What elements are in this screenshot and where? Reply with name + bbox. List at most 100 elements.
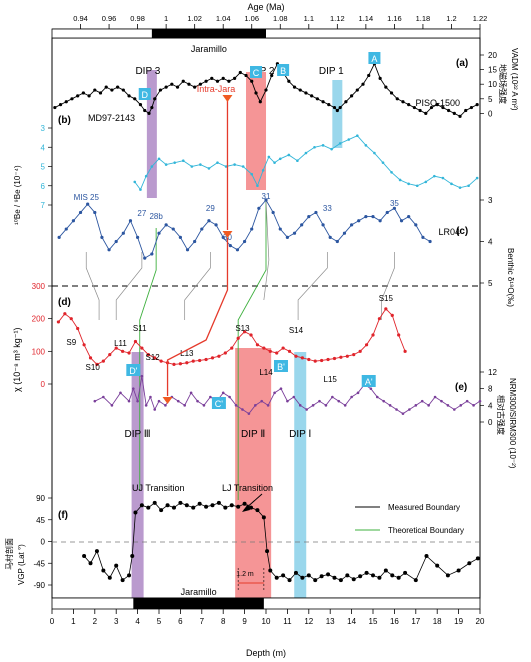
vgp-point (107, 575, 112, 580)
vgp-point (229, 503, 234, 508)
benthic-d18o-point (278, 227, 282, 231)
be-ratio-point (164, 163, 168, 166)
chi-point (345, 354, 349, 358)
chi-point (332, 356, 337, 361)
dip-label-bottom: DIP Ⅲ (125, 429, 151, 440)
vgp-point (396, 575, 401, 580)
be-ratio-point (181, 159, 185, 163)
vadm-point (110, 88, 114, 92)
be-ratio-point (467, 184, 470, 188)
dip3-band-bottom (131, 352, 144, 598)
vadm-point (258, 100, 262, 104)
vgp-point (338, 578, 343, 583)
chi-point (307, 357, 311, 362)
vadm-point (153, 97, 157, 101)
dip-label-bottom: DIP Ⅱ (241, 429, 265, 440)
be-ratio-point (250, 172, 254, 176)
chi-point (204, 357, 208, 362)
be-ratio-point (261, 169, 265, 172)
letter-box-bottom-label: C' (215, 399, 223, 409)
vadm-point (233, 76, 237, 80)
vadm-point (264, 88, 268, 92)
vgp-point (313, 578, 318, 583)
y-tick-label: 4 (488, 238, 493, 247)
bottom-tick-label: 0 (50, 617, 55, 626)
vgp-point (120, 578, 125, 583)
vadm-point (53, 105, 57, 110)
chi-point (76, 326, 80, 331)
benthic-d18o-point (250, 227, 254, 231)
vgp-point (364, 570, 369, 575)
soil-loess-label: L11 (114, 339, 127, 348)
bottom-tick-label: 13 (326, 617, 335, 626)
vadm-point (158, 88, 163, 92)
vadm-point (335, 108, 339, 113)
chi-point (320, 358, 324, 363)
legend-theoretical-label: Theoretical Boundary (388, 526, 464, 535)
legend-measured-label: Measured Boundary (388, 503, 460, 512)
y-tick-label: 6 (41, 182, 46, 191)
benthic-d18o-point (71, 219, 75, 223)
vadm-point (104, 85, 108, 89)
benthic-d18o-point (285, 235, 289, 239)
nrm-ratio-point (401, 412, 405, 415)
vadm-point (121, 88, 125, 92)
chi-point (153, 356, 157, 360)
top-tick-label: 1.1 (304, 14, 314, 23)
vgp-point (345, 573, 350, 578)
soil-loess-label: L15 (324, 375, 338, 384)
benthic-d18o-point (114, 239, 118, 244)
top-tick-label: 1 (164, 14, 168, 23)
intra-jara-label: Intra-Jara (197, 84, 236, 94)
vadm-point (298, 88, 302, 92)
dip-label-top: DIP 2 (250, 66, 275, 77)
annotation-labels: DIP 3 DIP 2 DIP 1 DIP Ⅲ DIP Ⅱ DIP Ⅰ A B C D A' B' C'… (66, 52, 399, 440)
nrm-ratio-point (93, 399, 97, 403)
vgp-point (130, 554, 135, 558)
vgp-point (383, 568, 388, 573)
benthic-d18o-point (121, 231, 125, 235)
be-ratio-point (373, 151, 376, 155)
vadm-point (378, 76, 382, 80)
vadm-point (429, 105, 434, 110)
chi-point (281, 346, 285, 350)
benthic-d18o-point (371, 215, 375, 219)
intra-jara-triangle-top (222, 95, 233, 102)
y-label-d: χ (10⁻⁸ m³ kg⁻¹) (12, 327, 22, 392)
nrm-ratio-point (337, 399, 341, 403)
chi-point (210, 356, 215, 360)
dip2-band-bottom (235, 348, 272, 598)
chi-point (255, 343, 260, 347)
vadm-point (87, 94, 91, 98)
series-name-lr04: LR04 (438, 227, 460, 237)
be-ratio-point (304, 151, 308, 155)
benthic-d18o-point (292, 231, 297, 235)
nrm-ratio-point (343, 404, 347, 407)
panel-label-f: (f) (58, 510, 68, 521)
y-label-a-cn: 地磁场强度 (498, 64, 508, 104)
top-tick-label: 1.14 (359, 14, 374, 23)
bottom-tick-label: 4 (135, 617, 140, 626)
dip1-band-top (332, 80, 343, 148)
dip-label-bottom: DIP Ⅰ (289, 429, 311, 440)
vadm-point (310, 94, 314, 98)
chi-point (339, 355, 343, 359)
top-tick-label: 0.98 (130, 14, 145, 23)
nrm-ratio-point (136, 399, 139, 403)
chi-point (198, 358, 202, 363)
be-ratio-point (313, 145, 316, 149)
nrm-ratio-point (241, 408, 244, 411)
benthic-d18o-point (93, 210, 97, 215)
nrm-ratio-point (453, 408, 456, 411)
jaramillo-bottom-fill (133, 598, 264, 609)
top-tick-label: 0.96 (102, 14, 117, 23)
chi-point (268, 349, 272, 353)
letter-box-bottom-label: A' (365, 377, 373, 387)
benthic-d18o-point (64, 227, 68, 231)
benthic-d18o-point (335, 239, 339, 244)
benthic-d18o-point (171, 227, 175, 231)
vadm-point (193, 85, 197, 89)
y-tick-label: 20 (488, 51, 497, 60)
be-ratio-point (330, 147, 333, 151)
